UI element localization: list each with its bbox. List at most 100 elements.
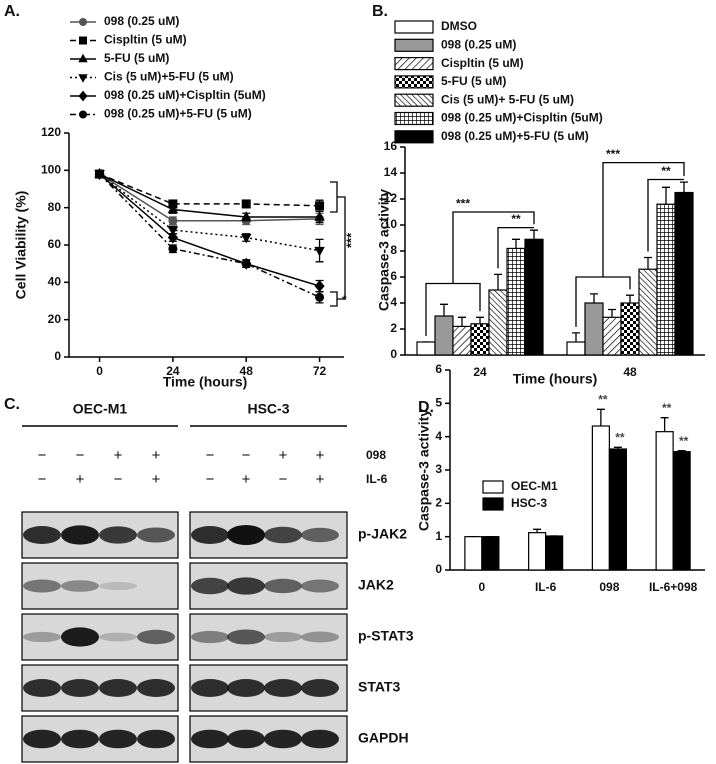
blot-band <box>99 679 137 697</box>
x-tick-label: 24 <box>166 364 180 378</box>
treatment-sign: + <box>152 471 161 488</box>
band-label: STAT3 <box>358 679 400 695</box>
treatment-sign: − <box>38 471 47 488</box>
band-label: GAPDH <box>358 730 409 746</box>
bar <box>584 302 604 356</box>
blot-band <box>23 631 61 643</box>
blot-band <box>61 729 99 749</box>
bar <box>470 323 490 356</box>
marker <box>79 18 87 26</box>
x-tick-label: 24 <box>473 365 487 379</box>
error-bar <box>596 408 605 426</box>
blot-band <box>191 526 229 544</box>
blot-band <box>23 679 61 697</box>
blot-band <box>61 627 99 647</box>
series-line <box>99 173 320 252</box>
error-bar <box>644 256 652 270</box>
y-axis-label: Caspase-3 activity <box>376 189 392 311</box>
x-axis-label: Time (hours) <box>513 371 598 387</box>
treatment-sign: + <box>114 447 123 464</box>
x-tick-label: 0 <box>96 364 103 378</box>
marker <box>167 231 178 244</box>
blot-band <box>61 679 99 697</box>
legend-label: Cis (5 uM)+5-FU (5 uM) <box>104 70 234 84</box>
y-axis-label: Caspase-3 activity <box>416 409 432 531</box>
treatment-label: 098 <box>366 448 386 462</box>
bar <box>464 536 483 571</box>
legend-swatch <box>394 93 434 107</box>
y-tick-label: 2 <box>435 496 442 510</box>
bar <box>416 341 436 356</box>
bar <box>672 451 691 571</box>
legend-label: 5-FU (5 uM) <box>441 74 506 88</box>
legend-label: 098 (0.25 uM) <box>104 14 179 28</box>
y-tick-label: 0 <box>54 349 61 363</box>
x-tick-label: IL-6+098 <box>649 580 698 594</box>
group-label: OEC-M1 <box>73 401 128 417</box>
blot-band <box>227 525 265 545</box>
legend-label: OEC-M1 <box>511 479 558 493</box>
y-tick-label: 6 <box>435 362 442 376</box>
series-line <box>99 173 320 207</box>
blot-band <box>301 631 339 643</box>
y-tick-label: 3 <box>435 462 442 476</box>
error-bar <box>458 316 466 327</box>
marker <box>95 169 105 179</box>
annotation: ** <box>598 393 608 407</box>
error-bar <box>680 181 688 193</box>
legend-label: DMSO <box>441 19 477 33</box>
error-bar <box>608 308 616 318</box>
blot-band <box>99 581 137 591</box>
axes <box>68 133 344 358</box>
marker <box>167 226 179 236</box>
y-tick-label: 14 <box>384 165 398 179</box>
blot-band <box>227 679 265 697</box>
series-line <box>99 173 320 287</box>
legend-swatch <box>394 130 434 144</box>
blot-band <box>227 629 265 645</box>
series-line <box>99 173 320 298</box>
panel-label: C. <box>4 396 20 413</box>
y-tick-label: 16 <box>384 139 398 153</box>
marker <box>241 259 251 269</box>
x-tick-label: IL-6 <box>535 580 557 594</box>
bar <box>674 191 694 356</box>
treatment-sign: + <box>316 447 325 464</box>
annotation: ** <box>679 434 689 448</box>
blot-band <box>264 526 302 544</box>
bar <box>655 431 674 571</box>
y-tick-label: 4 <box>435 429 442 443</box>
marker <box>79 110 87 119</box>
legend-label: 098 (0.25 uM)+Cispltin (5uM) <box>104 88 266 102</box>
y-tick-label: 20 <box>48 312 62 326</box>
marker <box>241 199 251 209</box>
error-bar <box>660 417 669 432</box>
blot-band <box>99 632 137 642</box>
series-line <box>99 173 320 222</box>
treatment-sign: + <box>152 447 161 464</box>
blot-band <box>99 729 137 749</box>
bar <box>481 536 500 571</box>
marker <box>78 74 88 83</box>
bar <box>566 341 586 356</box>
treatment-sign: − <box>279 471 288 488</box>
y-tick-label: 80 <box>48 200 62 214</box>
marker <box>315 201 325 211</box>
x-tick-label: 098 <box>599 580 619 594</box>
y-tick-label: 40 <box>48 275 62 289</box>
legend-label: 098 (0.25 uM)+5-FU (5 uM) <box>441 129 589 143</box>
series-line <box>99 173 320 218</box>
annotation: ** <box>661 164 671 178</box>
marker <box>240 233 252 244</box>
annotation: *** <box>606 147 620 161</box>
error-bar <box>572 332 580 342</box>
bar <box>656 203 676 356</box>
panel-label: A. <box>4 3 20 20</box>
treatment-sign: + <box>316 471 325 488</box>
error-bar <box>590 293 598 303</box>
bar <box>602 316 622 356</box>
legend-label: 098 (0.25 uM)+Cispltin (5uM) <box>441 111 603 125</box>
blot-band <box>301 579 339 593</box>
marker <box>78 53 88 63</box>
